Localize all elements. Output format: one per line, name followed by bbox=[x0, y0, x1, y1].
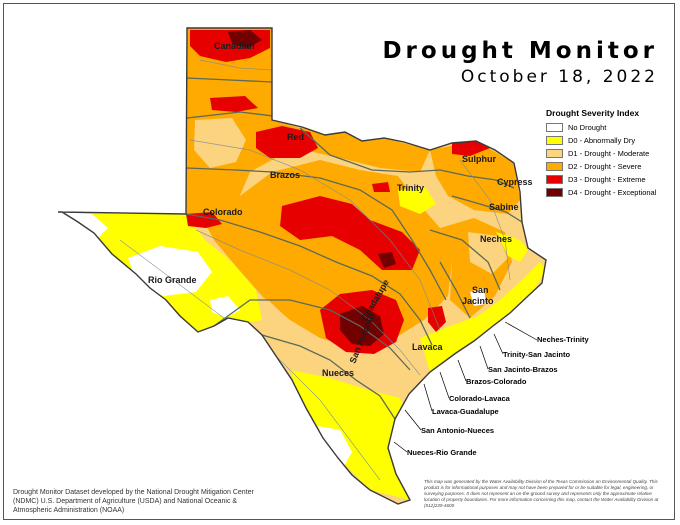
legend-item-no-drought: No Drought bbox=[546, 121, 666, 134]
label-colorado: Colorado bbox=[203, 207, 243, 217]
legend-label: D1 - Drought - Moderate bbox=[568, 149, 650, 158]
label-canadian: Canadian bbox=[214, 41, 255, 51]
label-brazos: Brazos bbox=[270, 170, 300, 180]
legend-label: No Drought bbox=[568, 123, 607, 132]
label-neches: Neches bbox=[480, 234, 512, 244]
d4-canadian bbox=[228, 30, 262, 48]
legend-item-d4: D4 - Drought - Exceptional bbox=[546, 186, 666, 199]
label-red: Red bbox=[287, 132, 304, 142]
callout-nueces-rio-grande: Nueces-Rio Grande bbox=[407, 448, 477, 457]
d0-east bbox=[496, 232, 528, 262]
callout-colorado-lavaca: Colorado-Lavaca bbox=[449, 394, 511, 403]
legend-item-d0: D0 - Abnormally Dry bbox=[546, 134, 666, 147]
legend-swatch bbox=[546, 188, 563, 197]
legend-title: Drought Severity Index bbox=[546, 108, 640, 118]
callout-trinity-san-jacinto: Trinity-San Jacinto bbox=[503, 350, 571, 359]
callout-lines bbox=[393, 321, 538, 453]
d4-central bbox=[378, 252, 396, 268]
d0-coast bbox=[420, 262, 546, 372]
label-san-jacinto-1: San bbox=[472, 285, 489, 295]
legend-swatch bbox=[546, 175, 563, 184]
d2-northcentral bbox=[300, 128, 430, 172]
callout-san-jacinto-brazos: San Jacinto-Brazos bbox=[488, 365, 558, 374]
callout-san-antonio-nueces: San Antonio-Nueces bbox=[421, 426, 494, 435]
disclaimer: This map was generated by the Water Avai… bbox=[424, 479, 659, 508]
legend-item-d2: D2 - Drought - Severe bbox=[546, 160, 666, 173]
d3-red bbox=[256, 126, 318, 158]
legend-label: D0 - Abnormally Dry bbox=[568, 136, 636, 145]
d3-central bbox=[280, 196, 420, 270]
label-nueces: Nueces bbox=[322, 368, 354, 378]
legend-item-d1: D1 - Drought - Moderate bbox=[546, 147, 666, 160]
basin-boundaries bbox=[185, 77, 523, 420]
nd-southeast bbox=[470, 288, 486, 306]
label-lavaca: Lavaca bbox=[412, 342, 444, 352]
legend-swatch bbox=[546, 149, 563, 158]
legend-label: D4 - Drought - Exceptional bbox=[568, 188, 657, 197]
d1-east bbox=[468, 232, 508, 274]
legend: Drought Severity Index No Drought D0 - A… bbox=[546, 108, 666, 199]
d3-trinity bbox=[372, 182, 390, 192]
legend-label: D2 - Drought - Severe bbox=[568, 162, 642, 171]
nd-south bbox=[318, 426, 352, 470]
legend-swatch bbox=[546, 162, 563, 171]
legend-swatch bbox=[546, 136, 563, 145]
d1-panhandle bbox=[194, 118, 246, 168]
label-rio-grande: Rio Grande bbox=[148, 275, 197, 285]
d3-red-north bbox=[210, 96, 258, 112]
map-date: October 18, 2022 bbox=[460, 67, 658, 87]
label-sulphur: Sulphur bbox=[462, 154, 496, 164]
legend-swatch bbox=[546, 123, 563, 132]
d3-lavaca bbox=[428, 306, 446, 332]
label-sabine: Sabine bbox=[489, 202, 519, 212]
nd-rio-grande bbox=[128, 246, 212, 296]
label-trinity: Trinity bbox=[397, 183, 424, 193]
callout-neches-trinity: Neches-Trinity bbox=[537, 335, 590, 344]
callout-lavaca-guadalupe: Lavaca-Guadalupe bbox=[432, 407, 499, 416]
callout-brazos-colorado: Brazos-Colorado bbox=[466, 377, 527, 386]
legend-label: D3 - Drought - Extreme bbox=[568, 175, 646, 184]
label-san-jacinto-2: Jacinto bbox=[462, 296, 494, 306]
label-cypress: Cypress bbox=[497, 177, 533, 187]
d0-south-texas bbox=[290, 370, 410, 500]
rivers bbox=[119, 59, 511, 481]
d3-sulphur bbox=[452, 141, 490, 156]
map-title: Drought Monitor bbox=[382, 38, 658, 64]
legend-item-d3: D3 - Drought - Extreme bbox=[546, 173, 666, 186]
d0-trinity bbox=[398, 188, 436, 214]
data-credit: Drought Monitor Dataset developed by the… bbox=[13, 489, 254, 514]
